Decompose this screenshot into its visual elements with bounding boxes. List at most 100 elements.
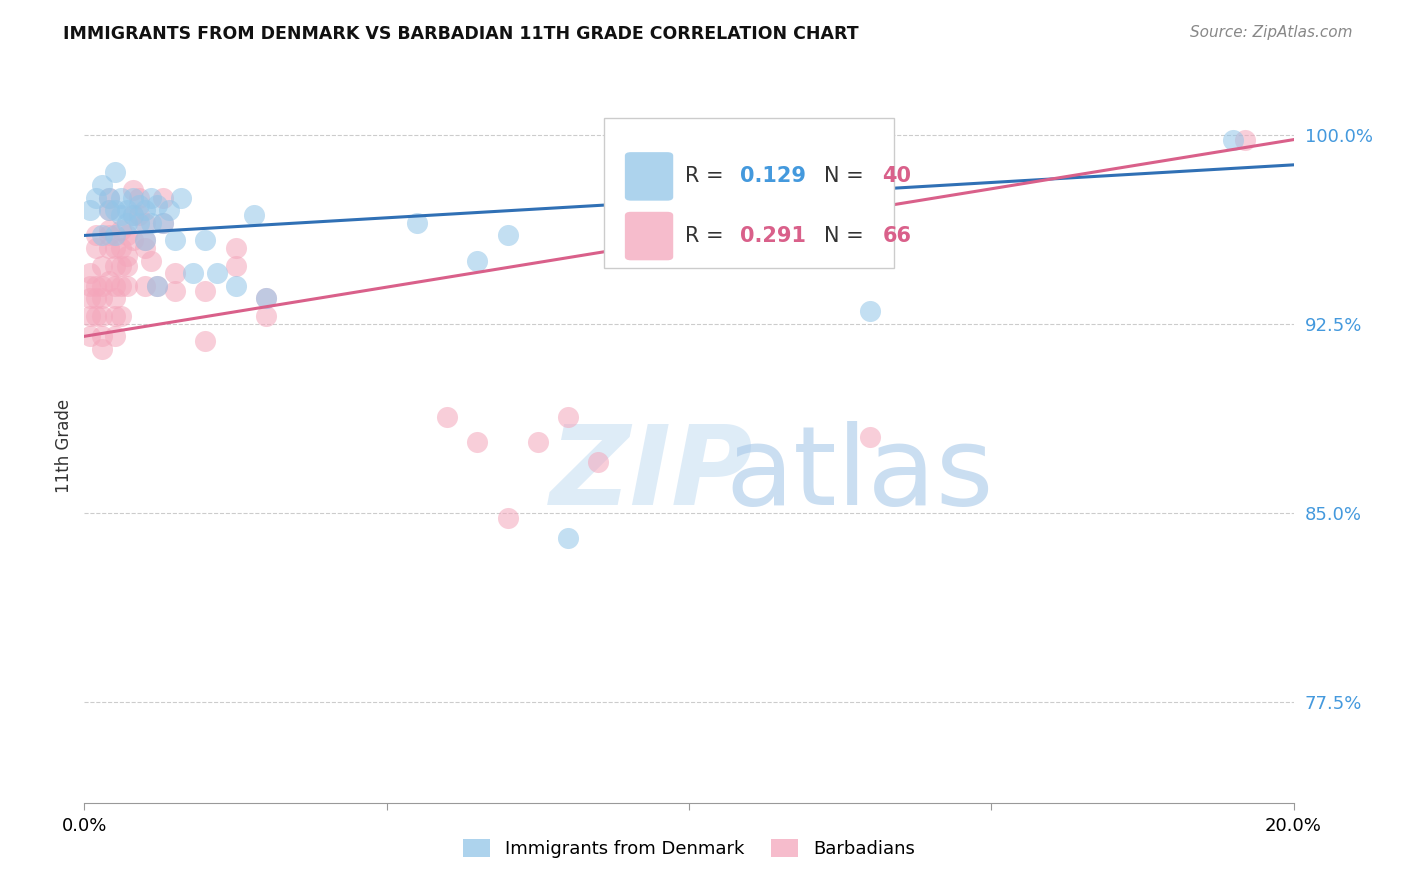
Point <box>104 309 127 323</box>
Point <box>128 216 150 230</box>
Point <box>97 223 120 237</box>
Point <box>1222 133 1244 147</box>
Point <box>467 435 489 450</box>
Point <box>97 203 120 218</box>
Point <box>207 266 229 280</box>
Point <box>146 198 169 212</box>
Point <box>128 191 150 205</box>
Point <box>97 191 120 205</box>
Point <box>254 309 277 323</box>
Point <box>254 292 277 306</box>
Text: Source: ZipAtlas.com: Source: ZipAtlas.com <box>1189 25 1353 40</box>
Point <box>86 309 108 323</box>
Point <box>110 208 132 222</box>
Point <box>1234 133 1257 147</box>
Point <box>115 203 138 218</box>
Point <box>406 216 429 230</box>
Point <box>527 435 550 450</box>
Point <box>146 278 169 293</box>
Text: N =: N = <box>824 167 870 186</box>
Point <box>79 266 101 280</box>
Point <box>97 203 120 218</box>
FancyBboxPatch shape <box>624 211 673 260</box>
Text: 66: 66 <box>883 226 911 246</box>
Point <box>104 228 127 243</box>
Point <box>165 284 187 298</box>
Point <box>104 241 127 255</box>
Point <box>110 309 132 323</box>
Point <box>170 191 193 205</box>
Point <box>121 234 143 248</box>
Point <box>557 409 579 424</box>
Point <box>436 409 458 424</box>
Point <box>91 342 114 356</box>
Point <box>139 191 162 205</box>
Text: R =: R = <box>685 226 731 246</box>
Point <box>86 241 108 255</box>
Point <box>254 292 277 306</box>
Point <box>557 531 579 545</box>
Point <box>86 292 108 306</box>
Point <box>128 208 150 222</box>
Point <box>104 278 127 293</box>
Point <box>496 511 519 525</box>
Point <box>165 266 187 280</box>
Point <box>859 304 882 318</box>
Text: IMMIGRANTS FROM DENMARK VS BARBADIAN 11TH GRADE CORRELATION CHART: IMMIGRANTS FROM DENMARK VS BARBADIAN 11T… <box>63 25 859 43</box>
Text: R =: R = <box>685 167 731 186</box>
Point <box>104 292 127 306</box>
Point <box>152 216 174 230</box>
Point <box>496 228 519 243</box>
Point <box>110 191 132 205</box>
Point <box>104 203 127 218</box>
Legend: Immigrants from Denmark, Barbadians: Immigrants from Denmark, Barbadians <box>456 831 922 865</box>
Point <box>110 259 132 273</box>
Point <box>79 203 101 218</box>
Point <box>110 223 132 237</box>
Point <box>97 241 120 255</box>
Point <box>194 334 217 349</box>
Point <box>121 183 143 197</box>
Point <box>134 278 156 293</box>
FancyBboxPatch shape <box>605 118 894 268</box>
Point <box>97 191 120 205</box>
Point <box>104 259 127 273</box>
Point <box>91 228 114 243</box>
Point <box>157 203 180 218</box>
Point <box>134 241 156 255</box>
Point <box>86 278 108 293</box>
Point <box>467 253 489 268</box>
Point <box>194 284 217 298</box>
Point <box>859 430 882 444</box>
Point <box>242 208 264 222</box>
Point <box>79 278 101 293</box>
Point <box>588 455 610 469</box>
Point <box>152 216 174 230</box>
Point <box>91 259 114 273</box>
Point <box>617 228 640 243</box>
Text: ZIP: ZIP <box>550 421 754 528</box>
Point <box>115 249 138 263</box>
Point <box>104 165 127 179</box>
FancyBboxPatch shape <box>624 153 673 201</box>
Point <box>225 241 247 255</box>
Point <box>79 292 101 306</box>
Text: 0.291: 0.291 <box>740 226 806 246</box>
Point <box>115 259 138 273</box>
Point <box>134 203 156 218</box>
Point <box>79 309 101 323</box>
Point <box>110 278 132 293</box>
Text: N =: N = <box>824 226 870 246</box>
Point <box>139 216 162 230</box>
Text: 0.129: 0.129 <box>740 167 806 186</box>
Point <box>139 253 162 268</box>
Point <box>115 216 138 230</box>
Point <box>110 241 132 255</box>
Point <box>86 191 108 205</box>
Point <box>115 278 138 293</box>
Point <box>225 278 247 293</box>
Y-axis label: 11th Grade: 11th Grade <box>55 399 73 493</box>
Point <box>128 198 150 212</box>
Text: atlas: atlas <box>725 421 994 528</box>
Point <box>194 234 217 248</box>
